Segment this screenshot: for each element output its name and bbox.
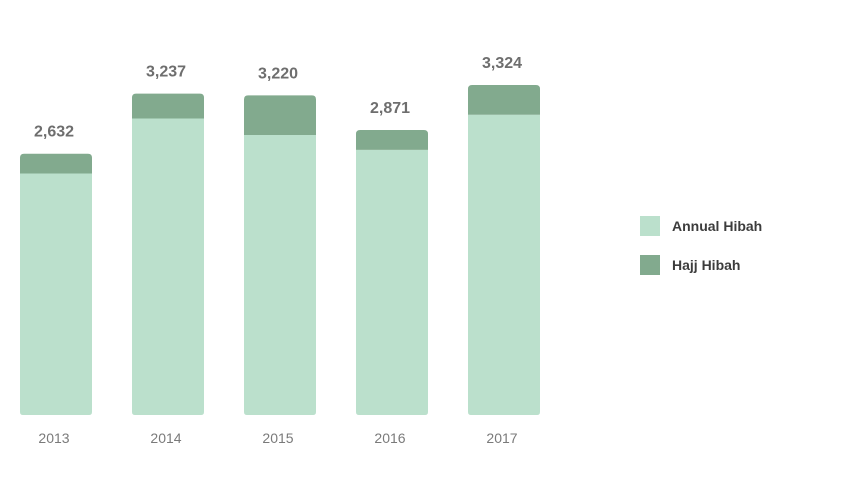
total-label-2017: 3,324 xyxy=(482,55,522,72)
x-tick-label-2014: 2014 xyxy=(150,430,181,446)
bar-annual-hibah-2016 xyxy=(356,149,428,415)
legend-swatch-hajj-hibah xyxy=(640,255,660,275)
x-tick-label-2013: 2013 xyxy=(38,430,69,446)
total-label-2014: 3,237 xyxy=(146,64,186,81)
bar-hajj-hibah-2014 xyxy=(132,93,204,119)
bar-annual-hibah-2015 xyxy=(244,135,316,415)
bar-hajj-hibah-2016 xyxy=(356,129,428,150)
bar-annual-hibah-2014 xyxy=(132,118,204,416)
bar-hajj-hibah-2015 xyxy=(244,95,316,136)
legend-label-annual-hibah: Annual Hibah xyxy=(672,218,763,234)
legend-item-hajj-hibah: Hajj Hibah xyxy=(640,255,762,275)
total-label-2013: 2,632 xyxy=(34,124,74,141)
x-tick-label-2015: 2015 xyxy=(262,430,293,446)
bar-hajj-hibah-2017 xyxy=(468,85,540,115)
bar-annual-hibah-2013 xyxy=(20,173,92,415)
total-label-2015: 3,220 xyxy=(258,65,298,82)
legend-label-hajj-hibah: Hajj Hibah xyxy=(672,257,741,273)
bar-hajj-hibah-2013 xyxy=(20,153,92,174)
legend-item-annual-hibah: Annual Hibah xyxy=(640,216,762,236)
x-tick-label-2016: 2016 xyxy=(374,430,405,446)
legend-swatch-annual-hibah xyxy=(640,216,660,236)
bar-annual-hibah-2017 xyxy=(468,114,540,416)
total-label-2016: 2,871 xyxy=(370,100,410,117)
chart-legend: Annual Hibah Hajj Hibah xyxy=(640,216,762,294)
x-tick-label-2017: 2017 xyxy=(486,430,517,446)
